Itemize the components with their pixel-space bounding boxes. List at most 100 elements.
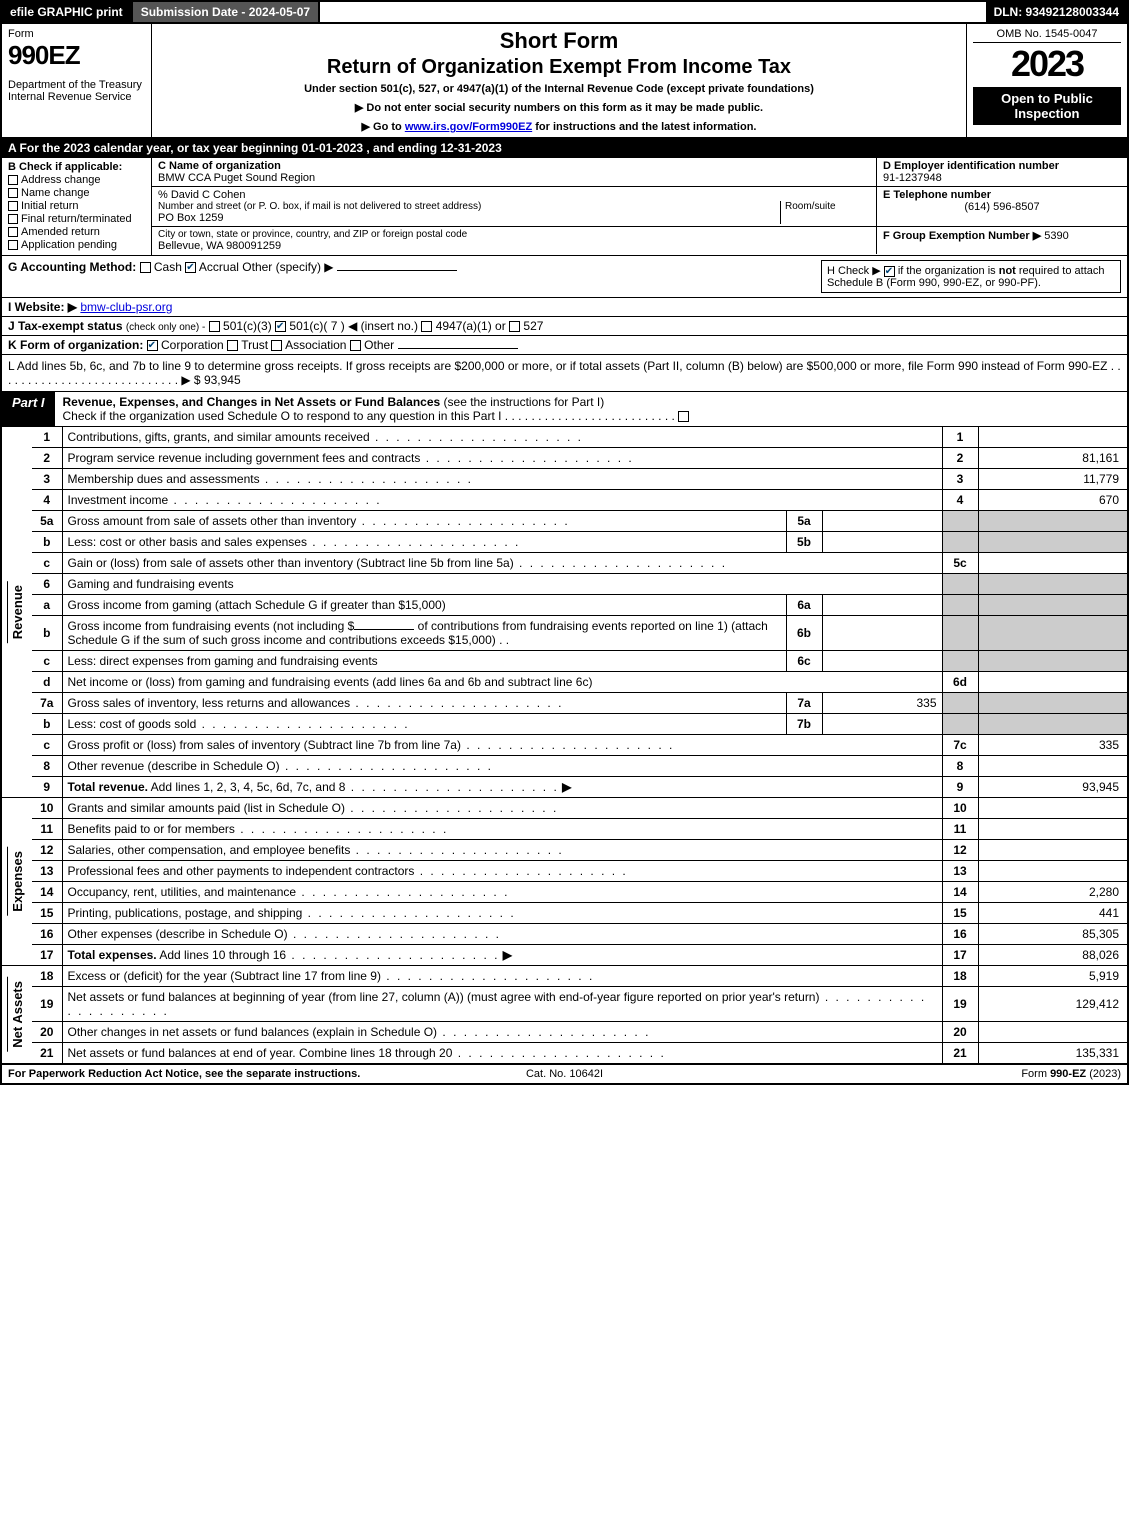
expenses-side-label: Expenses	[7, 847, 27, 916]
cb-address-change[interactable]: Address change	[8, 174, 145, 186]
col-cdef: C Name of organization BMW CCA Puget Sou…	[152, 158, 1127, 255]
c-label: C Name of organization	[158, 160, 870, 172]
irs-link[interactable]: www.irs.gov/Form990EZ	[405, 121, 532, 133]
subtitle: Under section 501(c), 527, or 4947(a)(1)…	[158, 83, 960, 95]
line-6b-amount-input[interactable]	[354, 629, 414, 630]
instr-goto-post: for instructions and the latest informat…	[532, 121, 756, 133]
e-label: E Telephone number	[883, 189, 1121, 201]
ein-value: 91-1237948	[883, 172, 1121, 184]
city-label: City or town, state or province, country…	[158, 229, 870, 240]
cb-527[interactable]	[509, 321, 520, 332]
form-word: Form	[8, 28, 145, 40]
header-center: Short Form Return of Organization Exempt…	[152, 24, 967, 137]
cb-corporation[interactable]	[147, 340, 158, 351]
instr-goto-pre: ▶ Go to	[362, 121, 405, 133]
cb-cash[interactable]	[140, 262, 151, 273]
k-label: K Form of organization:	[8, 338, 143, 352]
line-6c: cLess: direct expenses from gaming and f…	[1, 651, 1128, 672]
line-4: 4Investment income4670	[1, 490, 1128, 511]
cb-initial-return[interactable]: Initial return	[8, 200, 145, 212]
line-6b: bGross income from fundraising events (n…	[1, 616, 1128, 651]
city-block: City or town, state or province, country…	[152, 227, 877, 254]
footer-right: Form 990-EZ (2023)	[750, 1068, 1121, 1080]
i-label: I Website: ▶	[8, 300, 77, 314]
lines-table: Revenue 1Contributions, gifts, grants, a…	[0, 427, 1129, 1064]
cb-501c[interactable]	[275, 321, 286, 332]
line-19: 19Net assets or fund balances at beginni…	[1, 987, 1128, 1022]
line-9: 9Total revenue. Add lines 1, 2, 3, 4, 5c…	[1, 777, 1128, 798]
d-block: D Employer identification number 91-1237…	[877, 158, 1127, 186]
part-i-title: Revenue, Expenses, and Changes in Net As…	[55, 392, 1127, 426]
g-block: G Accounting Method: Cash Accrual Other …	[8, 260, 811, 293]
line-6d: dNet income or (loss) from gaming and fu…	[1, 672, 1128, 693]
line-10: Expenses 10Grants and similar amounts pa…	[1, 798, 1128, 819]
line-6: 6Gaming and fundraising events	[1, 574, 1128, 595]
line-16: 16Other expenses (describe in Schedule O…	[1, 924, 1128, 945]
i-block: I Website: ▶ bmw-club-psr.org	[0, 298, 1129, 317]
l-text: L Add lines 5b, 6c, and 7b to line 9 to …	[8, 359, 1121, 387]
line-7b: bLess: cost of goods sold7b	[1, 714, 1128, 735]
top-bar: efile GRAPHIC print Submission Date - 20…	[0, 0, 1129, 24]
cb-name-change[interactable]: Name change	[8, 187, 145, 199]
line-20: 20Other changes in net assets or fund ba…	[1, 1022, 1128, 1043]
header-right: OMB No. 1545-0047 2023 Open to Public In…	[967, 24, 1127, 137]
cb-trust[interactable]	[227, 340, 238, 351]
cb-association[interactable]	[271, 340, 282, 351]
other-org-input[interactable]	[398, 348, 518, 349]
title-main: Return of Organization Exempt From Incom…	[158, 56, 960, 79]
part-i-tab: Part I	[2, 392, 55, 426]
line-6a: aGross income from gaming (attach Schedu…	[1, 595, 1128, 616]
header-left: Form 990EZ Department of the Treasury In…	[2, 24, 152, 137]
line-3: 3Membership dues and assessments311,779	[1, 469, 1128, 490]
k-block: K Form of organization: Corporation Trus…	[0, 336, 1129, 355]
d-label: D Employer identification number	[883, 160, 1121, 172]
line-8: 8Other revenue (describe in Schedule O)8	[1, 756, 1128, 777]
netassets-side-label: Net Assets	[7, 977, 27, 1052]
f-block: F Group Exemption Number ▶ 5390	[877, 227, 1127, 254]
cb-amended-return[interactable]: Amended return	[8, 226, 145, 238]
phone-value: (614) 596-8507	[883, 201, 1121, 213]
line-14: 14Occupancy, rent, utilities, and mainte…	[1, 882, 1128, 903]
part-i-header: Part I Revenue, Expenses, and Changes in…	[0, 392, 1129, 427]
care-of: % David C Cohen	[158, 189, 870, 201]
line-13: 13Professional fees and other payments t…	[1, 861, 1128, 882]
open-to-public: Open to Public Inspection	[973, 87, 1121, 125]
title-short-form: Short Form	[158, 28, 960, 54]
instr-goto: ▶ Go to www.irs.gov/Form990EZ for instru…	[158, 120, 960, 133]
line-11: 11Benefits paid to or for members11	[1, 819, 1128, 840]
other-specify-input[interactable]	[337, 270, 457, 271]
line-5a: 5aGross amount from sale of assets other…	[1, 511, 1128, 532]
page-footer: For Paperwork Reduction Act Notice, see …	[0, 1064, 1129, 1085]
cb-h[interactable]	[884, 266, 895, 277]
cb-4947[interactable]	[421, 321, 432, 332]
line-1: Revenue 1Contributions, gifts, grants, a…	[1, 427, 1128, 448]
h-block: H Check ▶ if the organization is not req…	[821, 260, 1121, 293]
dept-label: Department of the Treasury Internal Reve…	[8, 79, 145, 103]
submission-date: Submission Date - 2024-05-07	[133, 2, 320, 22]
line-15: 15Printing, publications, postage, and s…	[1, 903, 1128, 924]
cb-501c3[interactable]	[209, 321, 220, 332]
cb-accrual[interactable]	[185, 262, 196, 273]
b-label: B Check if applicable:	[8, 161, 145, 173]
city-value: Bellevue, WA 980091259	[158, 240, 870, 252]
g-label: G Accounting Method:	[8, 260, 136, 274]
efile-label: efile GRAPHIC print	[2, 2, 133, 22]
dln: DLN: 93492128003344	[986, 2, 1127, 22]
line-2: 2Program service revenue including gover…	[1, 448, 1128, 469]
website-link[interactable]: bmw-club-psr.org	[80, 300, 172, 314]
part-i-check-line: Check if the organization used Schedule …	[63, 409, 690, 423]
cb-other[interactable]	[350, 340, 361, 351]
addr-block: % David C Cohen Number and street (or P.…	[152, 187, 877, 226]
j-block: J Tax-exempt status (check only one) - 5…	[0, 317, 1129, 336]
org-name: BMW CCA Puget Sound Region	[158, 172, 870, 184]
line-7c: cGross profit or (loss) from sales of in…	[1, 735, 1128, 756]
cb-application-pending[interactable]: Application pending	[8, 239, 145, 251]
line-12: 12Salaries, other compensation, and empl…	[1, 840, 1128, 861]
f-value: 5390	[1044, 230, 1068, 242]
cb-part-i-schedule-o[interactable]	[678, 411, 689, 422]
footer-cat: Cat. No. 10642I	[379, 1068, 750, 1080]
line-7a: 7aGross sales of inventory, less returns…	[1, 693, 1128, 714]
cb-final-return[interactable]: Final return/terminated	[8, 213, 145, 225]
col-b: B Check if applicable: Address change Na…	[2, 158, 152, 255]
footer-left: For Paperwork Reduction Act Notice, see …	[8, 1068, 379, 1080]
